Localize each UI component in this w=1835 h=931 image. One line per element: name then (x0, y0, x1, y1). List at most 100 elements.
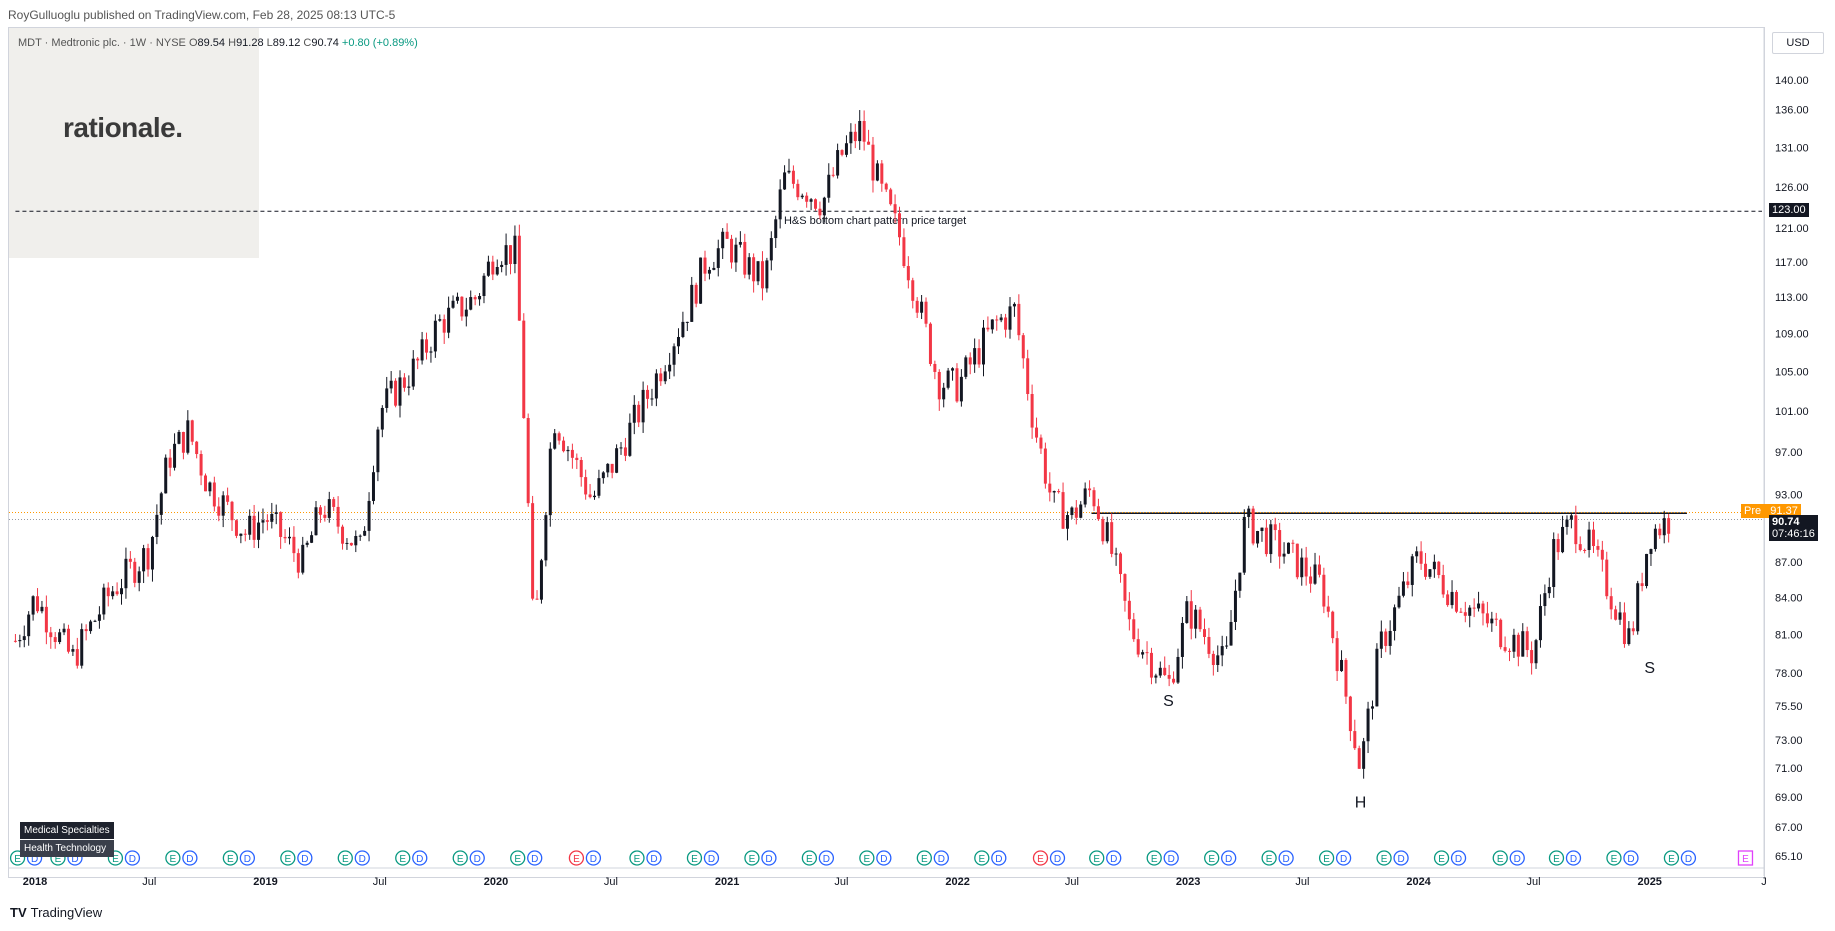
candle-body (1565, 519, 1569, 527)
candle-body (1256, 531, 1260, 544)
candle-body (93, 620, 97, 622)
candle-body (425, 339, 429, 353)
candle-body (1048, 483, 1052, 493)
candle-body (1017, 303, 1021, 336)
candle-body (959, 376, 963, 402)
candle-body (668, 364, 672, 372)
candle-body (358, 535, 362, 537)
candle-body (1061, 492, 1065, 529)
candle-body (1194, 609, 1198, 629)
dividend-letter: D (1627, 854, 1634, 865)
candle-body (818, 208, 822, 216)
x-tick-label: 2021 (715, 876, 739, 888)
candle-body (1035, 427, 1039, 438)
earnings-marker (1204, 850, 1220, 866)
candle-body (1167, 674, 1171, 679)
candle-body (150, 536, 154, 570)
candle-body (1578, 544, 1582, 550)
candle-body (217, 506, 221, 516)
dividend-marker (1623, 850, 1639, 866)
dividend-marker (1106, 850, 1122, 866)
candle-body (1446, 594, 1450, 606)
candle-body (226, 495, 230, 502)
candle-body (1357, 748, 1361, 769)
candle-body (1591, 529, 1595, 547)
candle-body (641, 389, 645, 423)
earnings-marker (1433, 850, 1450, 866)
candle-body (102, 587, 106, 615)
earnings-marker (1261, 850, 1277, 866)
dividend-marker (1450, 850, 1467, 866)
dividend-marker (703, 850, 720, 866)
candle-body (716, 248, 720, 268)
dividend-marker (527, 850, 543, 866)
candle-body (75, 649, 79, 666)
candle-body (924, 301, 928, 324)
earnings-marker (1146, 850, 1162, 866)
candle-body (1247, 508, 1251, 517)
watermark-box (9, 28, 259, 258)
earnings-marker (568, 850, 585, 866)
legend-change: +0.80 (+0.89%) (341, 37, 418, 49)
candle-body (1282, 553, 1286, 557)
candle-body (1145, 652, 1149, 654)
candle-body (632, 404, 636, 423)
candle-body (363, 530, 367, 536)
dividend-letter: D (1397, 854, 1404, 865)
candle-body (681, 321, 685, 337)
candle-body (239, 533, 243, 536)
y-tick-label: 113.00 (1775, 292, 1808, 304)
legend-high: 91.28 (236, 37, 264, 49)
candle-body (747, 257, 751, 275)
candle-body (1552, 539, 1556, 587)
earnings-letter: E (55, 854, 62, 865)
candle-body (562, 440, 566, 452)
upcoming-earnings-marker (1737, 850, 1754, 866)
earnings-letter: E (514, 854, 521, 865)
candle-body (893, 204, 897, 214)
candle-body (1424, 563, 1428, 577)
y-tick-label: 105.00 (1775, 367, 1809, 379)
candle-body (1123, 574, 1127, 601)
candle-body (1198, 609, 1202, 630)
candle-body (80, 629, 84, 666)
dividend-marker (1278, 850, 1294, 866)
earnings-marker (1089, 850, 1105, 866)
candle-body (433, 320, 437, 352)
earnings-marker (916, 850, 932, 866)
legend-close-label: C (303, 37, 312, 49)
earnings-letter: E (1266, 854, 1273, 865)
candle-body (1503, 647, 1507, 651)
candle-body (1021, 335, 1025, 359)
candle-body (1229, 621, 1233, 646)
candle-body (1110, 522, 1114, 554)
candle-body (1278, 530, 1282, 557)
candle-body (305, 542, 309, 545)
legend-low-label: L (266, 37, 273, 49)
currency-button[interactable]: USD (1772, 32, 1824, 54)
candle-body (323, 514, 327, 518)
candle-body (1627, 628, 1631, 645)
candle-body (1185, 601, 1189, 623)
candle-body (1149, 652, 1153, 678)
earnings-marker (337, 850, 353, 866)
candle-body (610, 463, 614, 473)
sector-label[interactable]: Medical Specialties (20, 822, 114, 839)
candle-body (420, 339, 424, 361)
dividend-letter: D (765, 854, 772, 865)
candle-body (1490, 618, 1494, 624)
candle-body (579, 460, 583, 478)
industry-label[interactable]: Health Technology (20, 840, 114, 857)
y-tick-label: 69.00 (1775, 792, 1803, 804)
candle-body (1233, 590, 1237, 622)
candle-body (314, 507, 318, 536)
tradingview-footer[interactable]: TV TradingView (10, 905, 102, 920)
candle-body (911, 280, 915, 301)
candle-body (884, 183, 888, 190)
candle-body (1008, 306, 1012, 330)
candle-body (257, 522, 261, 540)
candle-body (354, 535, 358, 546)
candle-body (447, 307, 451, 333)
candle-body (1309, 576, 1313, 584)
